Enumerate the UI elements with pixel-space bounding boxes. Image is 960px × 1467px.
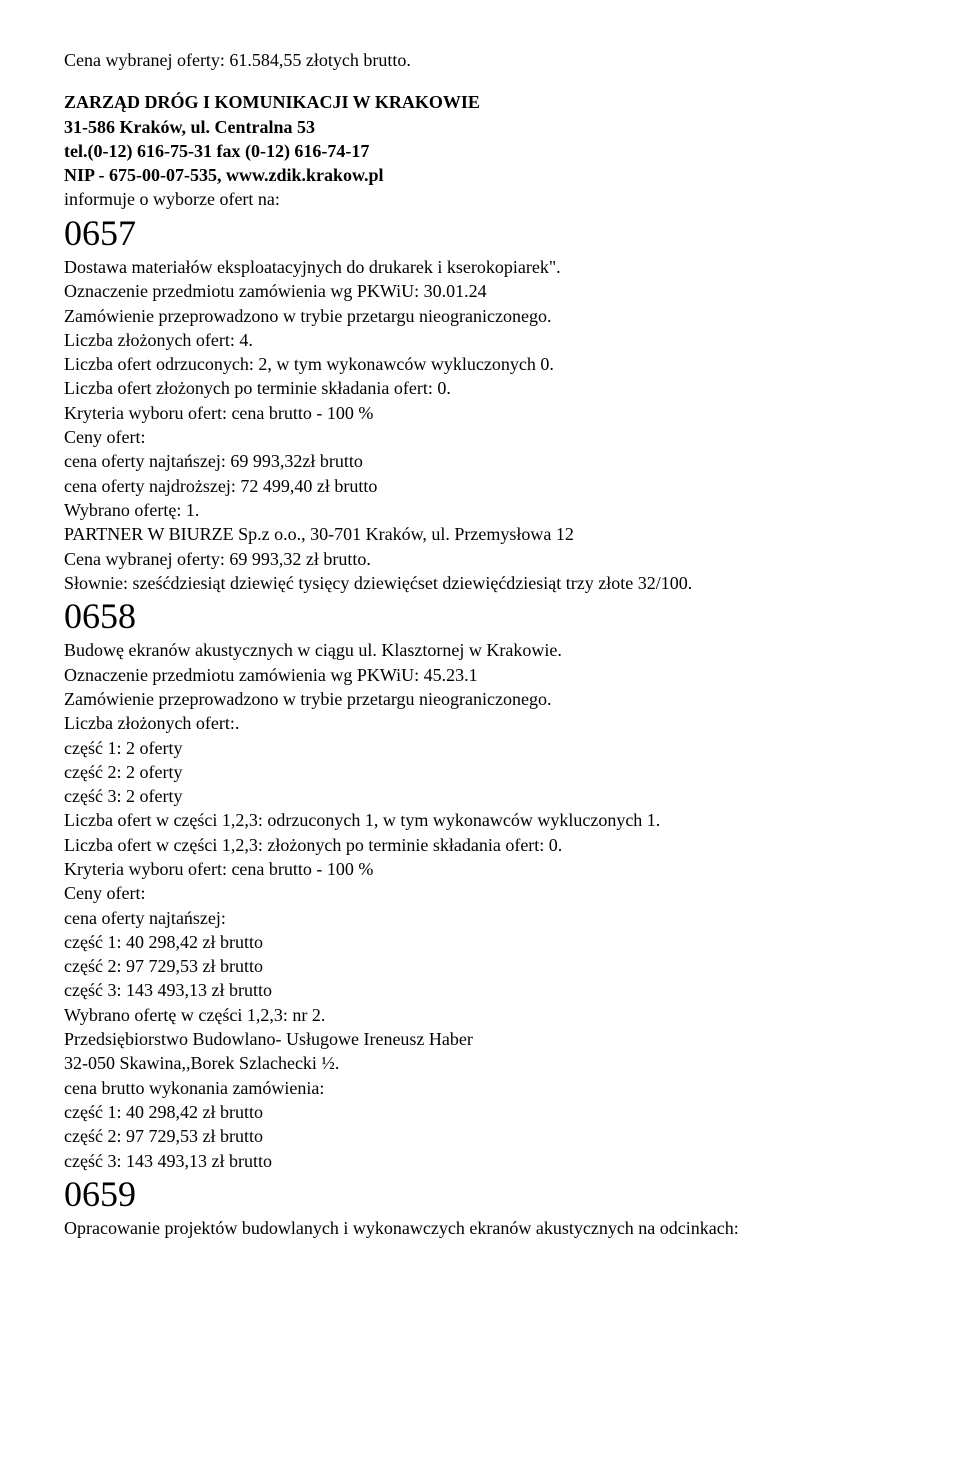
s0658-exec-p3: część 3: 143 493,13 zł brutto — [64, 1149, 896, 1173]
s0657-winner-price: Cena wybranej oferty: 69 993,32 zł brutt… — [64, 547, 896, 571]
s0658-exec-p1: część 1: 40 298,42 zł brutto — [64, 1100, 896, 1124]
org-address: 31-586 Kraków, ul. Centralna 53 — [64, 115, 896, 139]
s0658-exec-label: cena brutto wykonania zamówienia: — [64, 1076, 896, 1100]
s0658-rejected: Liczba ofert w części 1,2,3: odrzuconych… — [64, 808, 896, 832]
s0658-winner-addr: 32-050 Skawina,,Borek Szlachecki ½. — [64, 1051, 896, 1075]
s0658-criteria: Kryteria wyboru ofert: cena brutto - 100… — [64, 857, 896, 881]
s0657-desc: Dostawa materiałów eksploatacyjnych do d… — [64, 255, 896, 279]
org-phone: tel.(0-12) 616-75-31 fax (0-12) 616-74-1… — [64, 139, 896, 163]
s0658-cheap-p1: część 1: 40 298,42 zł brutto — [64, 930, 896, 954]
section-0659-number: 0659 — [64, 1173, 896, 1216]
blank-line — [64, 72, 896, 90]
s0657-most-expensive: cena oferty najdroższej: 72 499,40 zł br… — [64, 474, 896, 498]
s0657-late: Liczba ofert złożonych po terminie skład… — [64, 376, 896, 400]
s0658-part1: część 1: 2 oferty — [64, 736, 896, 760]
s0658-cheap-p2: część 2: 97 729,53 zł brutto — [64, 954, 896, 978]
s0658-selected: Wybrano ofertę w części 1,2,3: nr 2. — [64, 1003, 896, 1027]
s0657-pkwiu: Oznaczenie przedmiotu zamówienia wg PKWi… — [64, 279, 896, 303]
s0658-winner: Przedsiębiorstwo Budowlano- Usługowe Ire… — [64, 1027, 896, 1051]
prev-selected-price: Cena wybranej oferty: 61.584,55 złotych … — [64, 48, 896, 72]
org-nip: NIP - 675-00-07-535, www.zdik.krakow.pl — [64, 163, 896, 187]
s0657-mode: Zamówienie przeprowadzono w trybie przet… — [64, 304, 896, 328]
s0658-exec-p2: część 2: 97 729,53 zł brutto — [64, 1124, 896, 1148]
s0658-count: Liczba złożonych ofert:. — [64, 711, 896, 735]
s0657-cheapest: cena oferty najtańszej: 69 993,32zł brut… — [64, 449, 896, 473]
s0658-mode: Zamówienie przeprowadzono w trybie przet… — [64, 687, 896, 711]
s0658-desc: Budowę ekranów akustycznych w ciągu ul. … — [64, 638, 896, 662]
s0659-desc: Opracowanie projektów budowlanych i wyko… — [64, 1216, 896, 1240]
s0658-cheap-p3: część 3: 143 493,13 zł brutto — [64, 978, 896, 1002]
s0658-late: Liczba ofert w części 1,2,3: złożonych p… — [64, 833, 896, 857]
s0658-part2: część 2: 2 oferty — [64, 760, 896, 784]
section-0657-number: 0657 — [64, 212, 896, 255]
s0657-selected: Wybrano ofertę: 1. — [64, 498, 896, 522]
section-0658-number: 0658 — [64, 595, 896, 638]
inform-line: informuje o wyborze ofert na: — [64, 187, 896, 211]
s0657-winner: PARTNER W BIURZE Sp.z o.o., 30-701 Krakó… — [64, 522, 896, 546]
s0657-rejected: Liczba ofert odrzuconych: 2, w tym wykon… — [64, 352, 896, 376]
s0658-pkwiu: Oznaczenie przedmiotu zamówienia wg PKWi… — [64, 663, 896, 687]
s0658-cheapest-label: cena oferty najtańszej: — [64, 906, 896, 930]
org-name: ZARZĄD DRÓG I KOMUNIKACJI W KRAKOWIE — [64, 90, 896, 114]
s0657-in-words: Słownie: sześćdziesiąt dziewięć tysięcy … — [64, 571, 896, 595]
s0657-count: Liczba złożonych ofert: 4. — [64, 328, 896, 352]
s0658-prices-label: Ceny ofert: — [64, 881, 896, 905]
s0657-prices-label: Ceny ofert: — [64, 425, 896, 449]
s0658-part3: część 3: 2 oferty — [64, 784, 896, 808]
s0657-criteria: Kryteria wyboru ofert: cena brutto - 100… — [64, 401, 896, 425]
